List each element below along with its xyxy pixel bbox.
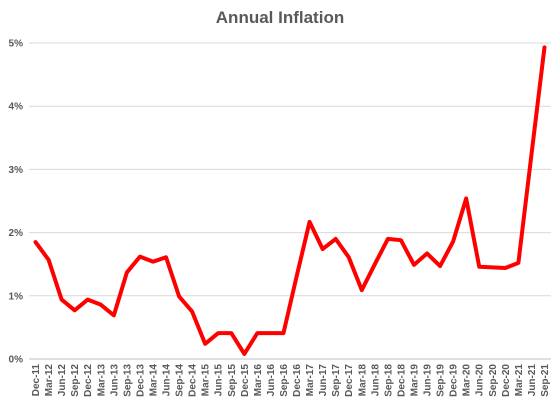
x-tick-label: Jun-12	[57, 364, 68, 397]
x-tick-label: Dec-18	[396, 364, 407, 397]
y-tick-label: 3%	[9, 165, 24, 176]
x-tick-label: Dec-11	[31, 364, 42, 397]
x-tick-label: Dec-15	[240, 364, 251, 397]
x-tick-label: Mar-12	[44, 364, 55, 397]
x-tick-label: Mar-18	[357, 364, 368, 397]
x-tick-label: Jun-19	[423, 364, 434, 397]
x-tick-label: Mar-19	[409, 364, 420, 397]
x-tick-label: Mar-17	[305, 364, 316, 397]
y-tick-label: 0%	[9, 355, 24, 366]
x-tick-label: Mar-14	[148, 364, 159, 397]
x-tick-label: Mar-13	[96, 364, 107, 397]
gridlines	[29, 42, 551, 297]
x-tick-label: Jun-15	[214, 364, 225, 397]
y-tick-label: 4%	[9, 102, 24, 113]
y-tick-label: 5%	[9, 39, 24, 50]
x-tick-label: Dec-12	[83, 364, 94, 397]
x-tick-label: Sep-17	[331, 364, 342, 397]
y-tick-label: 1%	[9, 291, 24, 302]
x-tick-label: Dec-16	[292, 364, 303, 397]
x-tick-label: Sep-20	[488, 364, 499, 397]
x-tick-label: Dec-14	[188, 364, 199, 397]
x-tick-label: Mar-16	[253, 364, 264, 397]
x-tick-label: Sep-18	[383, 364, 394, 397]
tick-labels: 0%1%2%3%4%5%Dec-11 Mar-12 Jun-12 Sep-12 Dec-…	[9, 39, 551, 397]
x-tick-label: Jun-18	[370, 364, 381, 397]
y-tick-label: 2%	[9, 228, 24, 239]
x-tick-label: Dec-19	[449, 364, 460, 397]
x-tick-label: Jun-21	[527, 364, 538, 397]
series	[33, 45, 547, 356]
x-tick-label: Jun-13	[109, 364, 120, 397]
x-tick-label: Sep-14	[175, 364, 186, 397]
x-tick-label: Dec-13	[135, 364, 146, 397]
x-tick-label: Jun-14	[162, 364, 173, 397]
x-tick-label: Dec-20	[501, 364, 512, 397]
x-tick-label: Jun-17	[318, 364, 329, 397]
x-tick-label: Mar-15	[201, 364, 212, 397]
x-tick-label: Sep-19	[436, 364, 447, 397]
series-line	[33, 45, 547, 356]
x-tick-label: Jun-16	[266, 364, 277, 397]
x-tick-label: Mar-21	[514, 364, 525, 397]
x-tick-label: Dec-17	[344, 364, 355, 397]
x-tick-label: Mar-20	[462, 364, 473, 397]
x-tick-label: Sep-12	[70, 364, 81, 397]
chart-title: Annual Inflation	[215, 8, 345, 27]
x-tick-label: Sep-15	[227, 364, 238, 397]
x-tick-label: Sep-21	[540, 364, 551, 397]
x-tick-label: Sep-13	[122, 364, 133, 397]
x-tick-label: Jun-20	[475, 364, 486, 397]
x-tick-label: Sep-16	[279, 364, 290, 397]
